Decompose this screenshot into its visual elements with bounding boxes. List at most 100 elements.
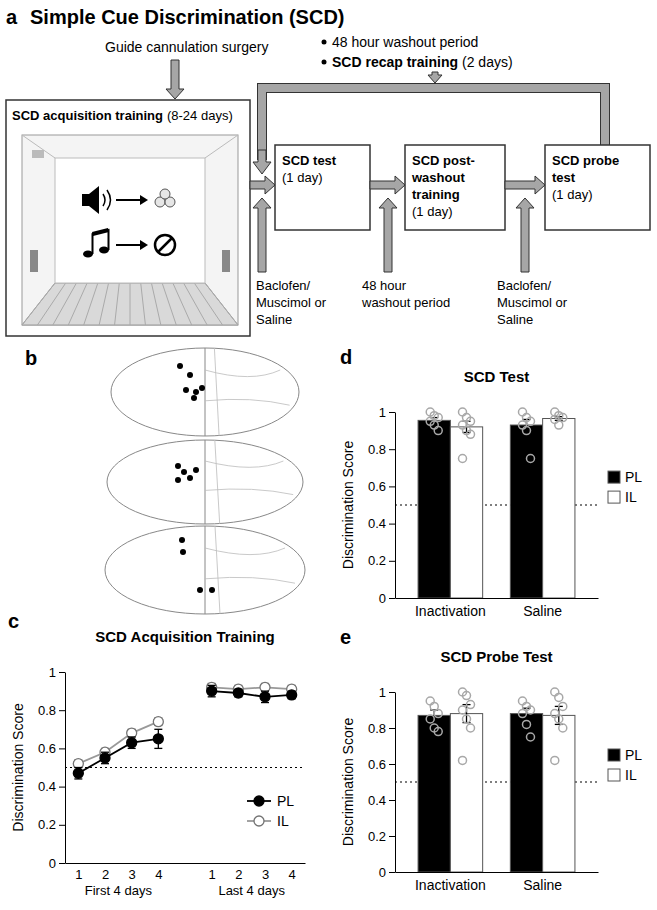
chart-panel: cSCD Acquisition TrainingDiscrimination … [8,610,306,898]
x-tick: 3 [262,863,269,882]
floor-bar [130,283,131,325]
y-tick-mark [389,524,395,525]
x-tick-label: Inactivation [415,603,486,619]
error-bar [128,737,136,748]
placement-dot [191,395,197,401]
y-tick: 0.2 [368,829,395,844]
arrow [253,198,271,272]
plot-marks [65,682,305,779]
placement-dot [209,587,215,593]
error-bar-cap [154,729,162,730]
placement-dot [197,587,203,593]
legend-label: IL [277,813,289,829]
chart-title: SCD Test [464,368,530,385]
data-point [526,417,534,425]
y-tick: 1 [379,405,395,420]
step-detail: (1 day) [552,187,592,202]
series [418,420,543,598]
axis-line [396,872,599,873]
arrow [379,198,397,272]
floor-bar [173,283,192,325]
y-tick: 1 [379,685,395,700]
y-tick-label: 0.8 [368,442,386,457]
y-tick-label: 0.8 [368,721,386,736]
y-tick: 0 [379,865,395,880]
series-overlay [426,697,534,741]
x-tick: Inactivation [415,598,486,619]
point [100,753,110,763]
panel-label: c [8,610,19,632]
legend-label: PL [625,469,642,485]
series [450,419,575,598]
midline [205,348,206,436]
error-bar [154,729,162,748]
step-box-title: SCD acquisition training(8-24 days) [12,108,233,123]
note-icon [93,230,109,254]
y-tick: 0 [379,591,395,606]
y-tick-label: 0.2 [368,829,386,844]
y-tick: 0.4 [38,779,65,794]
y-axis: 00.20.40.60.81 [368,405,396,606]
note-detail: (2 days) [462,54,513,70]
bar [510,714,542,872]
point [207,686,217,696]
note-icon [93,230,109,234]
x-group-label: Last 4 days [218,883,285,898]
data-point [467,724,475,732]
plot-marks [395,408,598,598]
step-detail: (1 day) [282,170,322,185]
panel-a: aSimple Cue Discrimination (SCD)Guide ca… [6,6,650,336]
placement-dot [175,477,181,483]
x-tick: 3 [129,863,136,882]
data-point [551,688,559,696]
lever [30,250,38,272]
cue-arrow [116,199,140,201]
legend-item: PL [608,747,642,763]
point [127,738,137,748]
y-axis-title: Discrimination Score [340,718,356,847]
data-point [551,415,559,423]
floor-bar [162,283,176,325]
y-tick-label: 1 [379,405,386,420]
input-label: washout period [361,295,450,310]
floor-bar [37,283,65,325]
axis-line [396,598,599,599]
data-point [459,455,467,463]
floor-bar [194,283,222,325]
error-bar [261,691,269,702]
atlas-boundary [205,348,290,436]
x-tick-label: 3 [262,867,269,882]
y-tick-label: 0.8 [38,703,56,718]
step-box [545,145,650,230]
x-tick-label: 1 [209,867,216,882]
y-tick-mark [389,598,395,599]
data-point [526,706,534,714]
y-tick: 0.6 [368,757,395,772]
series-overlay [426,408,534,463]
legend-item: PL [608,469,642,485]
input-label: Saline [497,312,533,327]
atlas-boundary [205,440,293,524]
data-point [459,421,467,429]
x-tick: 1 [75,863,82,882]
panel-title: Simple Cue Discrimination (SCD) [30,6,345,28]
arrow [428,72,442,83]
y-tick-label: 0.6 [38,741,56,756]
x-axis: 12341234 [66,863,306,882]
x-tick-label: Saline [523,877,562,893]
data-point [518,408,526,416]
x-tick-label: 3 [129,867,136,882]
bar [543,419,575,598]
legend-swatch [608,749,620,761]
arrow [370,176,405,194]
step-title: SCD probe [552,153,619,168]
chamber-outer [22,135,238,325]
floor-bar [84,283,98,325]
legend-label: PL [625,747,642,763]
y-tick: 0.6 [38,741,65,756]
series [73,685,296,779]
y-tick: 0.8 [38,703,65,718]
lever [222,250,230,272]
data-point [551,756,559,764]
y-tick-label: 0.6 [368,757,386,772]
